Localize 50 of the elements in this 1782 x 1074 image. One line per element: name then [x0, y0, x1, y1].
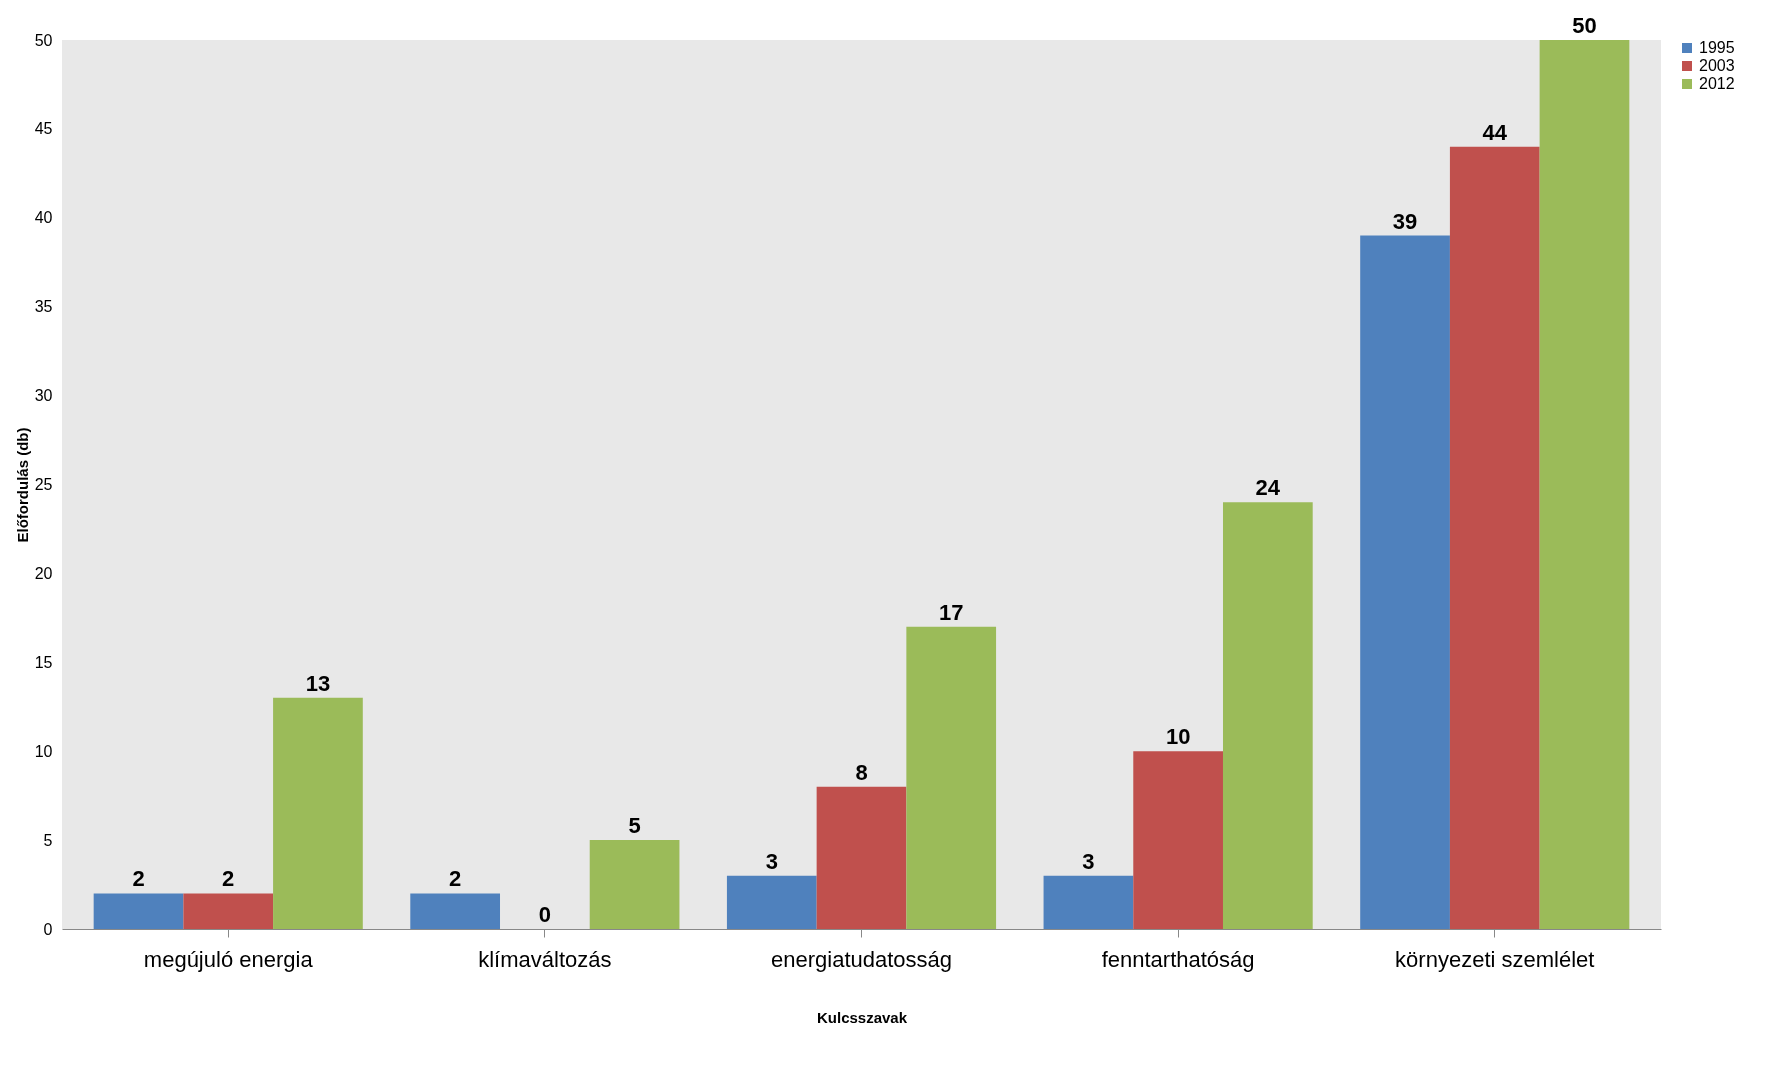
y-tick-label: 0 [43, 920, 53, 938]
data-label: 13 [305, 670, 331, 696]
x-tick-label: energiatudatosság [770, 946, 953, 972]
bar [589, 840, 680, 929]
y-tick-label: 15 [34, 653, 53, 671]
data-label: 50 [1572, 13, 1597, 38]
bar [1222, 502, 1313, 929]
y-tick-label: 50 [34, 31, 53, 49]
y-tick-label: 20 [34, 564, 53, 582]
bar [726, 875, 817, 929]
x-tick-label: környezeti szemlélet [1395, 946, 1595, 972]
data-label: 39 [1392, 208, 1418, 234]
y-tick-label: 35 [34, 298, 53, 316]
data-label: 2 [222, 866, 235, 892]
data-label: 3 [765, 848, 778, 874]
y-tick-label: 30 [34, 387, 53, 405]
data-label: 5 [628, 813, 641, 839]
data-label: 2 [449, 866, 462, 892]
y-tick-label: 25 [34, 476, 53, 493]
bar [906, 626, 997, 929]
bar [1360, 235, 1450, 929]
legend-label: 1995 [1699, 39, 1735, 56]
y-axis-title: Előfordulás (db) [13, 427, 31, 543]
x-axis-title: Kulcsszavak [816, 1008, 908, 1026]
data-label: 2 [132, 866, 145, 892]
legend-label: 2012 [1699, 75, 1735, 92]
data-label: 24 [1255, 475, 1281, 501]
x-tick-label: klímaváltozás [478, 946, 612, 972]
data-label: 10 [1165, 724, 1191, 750]
y-tick-label: 5 [43, 831, 53, 849]
data-label: 44 [1482, 119, 1508, 145]
bar [93, 893, 184, 929]
x-tick-label: fenntarthatóság [1101, 946, 1255, 972]
bar [1043, 875, 1134, 929]
y-tick-label: 10 [34, 742, 53, 760]
bar [1539, 40, 1630, 929]
legend-label: 2003 [1699, 57, 1735, 74]
data-label: 3 [1082, 848, 1095, 874]
bar [410, 893, 501, 929]
x-tick-label: megújuló energia [143, 946, 314, 972]
bar [183, 893, 274, 929]
y-tick-label: 45 [34, 120, 53, 138]
y-tick-label: 40 [34, 209, 53, 227]
data-label: 17 [938, 599, 964, 625]
bar [1133, 751, 1223, 929]
bar [816, 786, 907, 929]
data-label: 0 [538, 902, 551, 927]
bar [1449, 146, 1540, 929]
data-label: 8 [855, 759, 868, 785]
bar [273, 697, 363, 929]
